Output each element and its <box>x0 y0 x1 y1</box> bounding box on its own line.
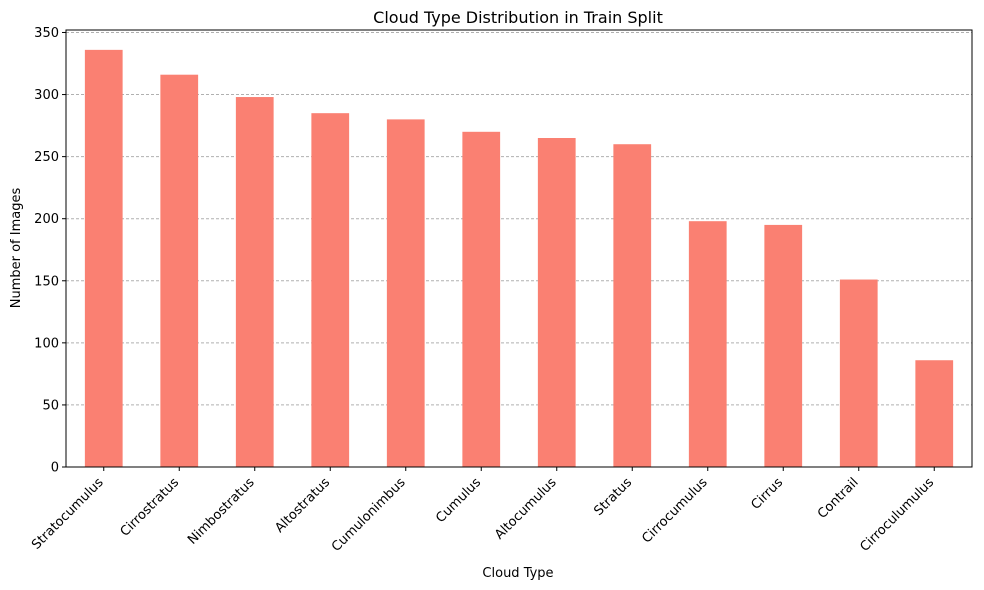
bar <box>613 144 652 467</box>
x-tick-label: Contrail <box>815 475 862 522</box>
bar <box>764 224 803 467</box>
chart-title: Cloud Type Distribution in Train Split <box>373 8 663 27</box>
bar <box>386 119 425 468</box>
x-tick-label: Altocumulus <box>492 475 560 543</box>
x-axis-label: Cloud Type <box>482 566 553 581</box>
bar <box>839 279 878 467</box>
bar <box>915 360 954 467</box>
y-axis-label: Number of Images <box>9 188 24 309</box>
x-tick-label: Cirroculumulus <box>857 475 937 555</box>
x-tick-label: Altostratus <box>272 475 333 536</box>
x-tick-label: Cirrostratus <box>118 475 183 540</box>
y-axis-ticks: 0 50 100 150 200 250 300 350 <box>34 26 66 476</box>
bar <box>462 131 501 467</box>
bar <box>537 138 576 467</box>
y-tick-label: 150 <box>34 274 59 289</box>
x-tick-label: Cirrus <box>748 475 786 513</box>
y-tick-label: 250 <box>34 150 59 165</box>
x-tick-label: Stratocumulus <box>29 475 107 553</box>
x-tick-label: Cumulonimbus <box>329 475 409 555</box>
plot-frame <box>65 29 973 468</box>
bar <box>160 74 199 468</box>
y-tick-label: 100 <box>34 336 59 351</box>
y-tick-label: 350 <box>34 26 59 41</box>
bars <box>84 49 954 468</box>
x-tick-label: Nimbostratus <box>185 475 258 548</box>
y-tick-label: 0 <box>51 461 59 476</box>
x-axis-ticks: Stratocumulus Cirrostratus Nimbostratus Alt… <box>29 467 937 555</box>
bar <box>688 221 727 467</box>
bar <box>235 97 274 468</box>
y-tick-label: 200 <box>34 212 59 227</box>
bar <box>84 49 123 467</box>
y-tick-label: 300 <box>34 88 59 103</box>
bar <box>311 113 350 467</box>
x-tick-label: Cumulus <box>433 475 484 526</box>
x-tick-label: Stratus <box>591 475 635 519</box>
gridlines <box>66 31 972 406</box>
x-tick-label: Cirrocumulus <box>639 475 710 546</box>
y-tick-label: 50 <box>42 398 59 413</box>
